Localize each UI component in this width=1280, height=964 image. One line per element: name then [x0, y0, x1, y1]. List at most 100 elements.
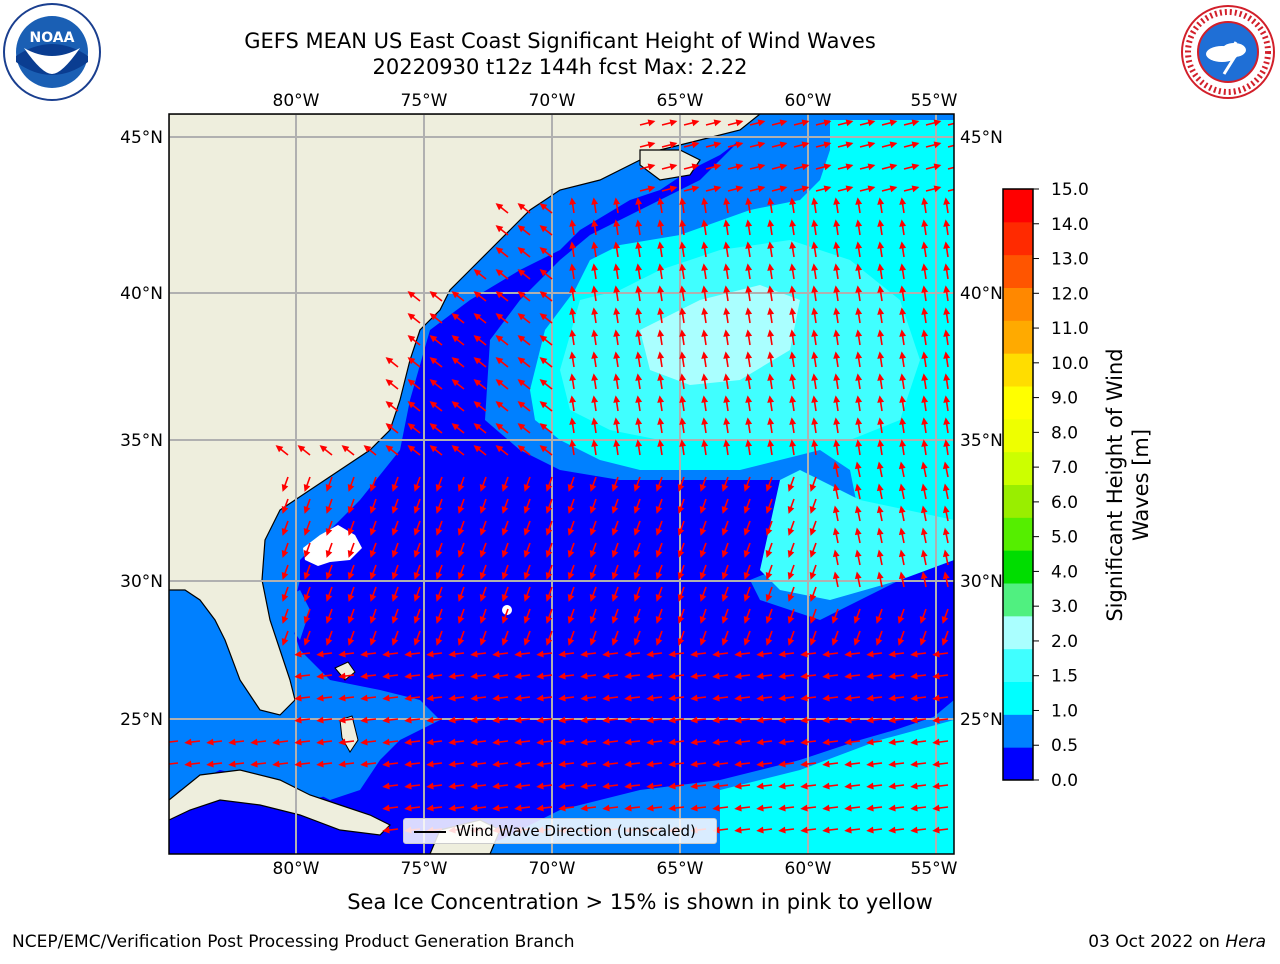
wave-arrow-head [492, 804, 500, 812]
wave-arrow-head [448, 782, 456, 790]
wave-arrow-head [567, 572, 575, 580]
wave-arrow-head [691, 119, 700, 127]
wave-arrow-head [589, 506, 597, 514]
wave-arrow-head [877, 263, 885, 271]
wave-arrow-head [767, 395, 775, 403]
wave-arrow-head [699, 594, 707, 602]
wave-arrow-head [853, 638, 861, 646]
wave-arrow-head [745, 307, 753, 315]
wave-arrow-head [473, 291, 482, 299]
wave-arrow-head [501, 616, 509, 624]
wave-arrow-head [429, 357, 438, 365]
wave-arrow-head [448, 694, 456, 702]
wave-arrow-head [624, 804, 632, 812]
wave-arrow-head [921, 307, 929, 315]
wave-arrow-head [734, 804, 742, 812]
wave-arrow-head [679, 439, 687, 447]
wave-arrow-head [206, 738, 214, 746]
wave-arrow-head [338, 738, 346, 746]
lon-label: 60°W [785, 91, 832, 111]
wave-arrow-head [169, 739, 170, 746]
wave-arrow-head [668, 782, 676, 790]
wave-arrow-head [294, 672, 302, 680]
wave-arrow-head [360, 738, 368, 746]
wave-arrow-head [591, 395, 599, 403]
wave-arrow-head [789, 197, 797, 205]
wave-arrow-head [567, 616, 575, 624]
wave-arrow-head [743, 572, 751, 580]
wave-arrow-head [721, 616, 729, 624]
wave-arrow-head [898, 461, 906, 470]
wave-arrow-head [920, 571, 928, 580]
wave-arrow-head [745, 439, 753, 447]
wave-arrow-head [889, 119, 898, 127]
lon-label: 75°W [401, 91, 448, 111]
wave-arrow-head [647, 163, 656, 171]
wave-arrow-head [721, 528, 729, 536]
wave-arrow-head [517, 291, 526, 299]
wave-arrow-head [789, 241, 797, 249]
wave-arrow-head [833, 373, 841, 381]
wave-arrow-head [407, 379, 416, 387]
wave-arrow-head [169, 761, 170, 768]
wave-arrow-head [743, 506, 751, 514]
wave-arrow-head [765, 550, 773, 558]
wave-arrow-head [316, 672, 324, 680]
wave-arrow-head [743, 594, 751, 602]
wave-arrow-head [712, 716, 720, 724]
wave-arrow-head [413, 528, 421, 536]
wave-arrow-head [501, 594, 509, 602]
lon-label: 65°W [657, 859, 704, 879]
wave-arrow-head [624, 694, 632, 702]
wave-arrow-head [580, 672, 588, 680]
wave-arrow-head [679, 417, 687, 425]
wave-arrow-head [800, 738, 808, 746]
wave-arrow-head [635, 329, 643, 337]
wave-arrow-head [613, 197, 621, 205]
wave-arrow-head [713, 141, 722, 149]
wave-arrow-head [823, 119, 832, 127]
wave-arrow-head [391, 550, 399, 558]
wave-arrow-head [470, 782, 478, 790]
wave-arrow-head [404, 716, 412, 724]
wave-arrow-head [404, 672, 412, 680]
wave-arrow-head [701, 241, 709, 249]
wave-arrow-head [657, 439, 665, 447]
wave-arrow-head [316, 738, 324, 746]
wave-arrow-head [899, 241, 907, 249]
colorbar-swatch [1003, 418, 1033, 453]
wave-arrow-head [800, 694, 808, 702]
wave-arrow-head [867, 141, 876, 149]
wave-arrow-head [385, 379, 394, 387]
wave-arrow-head [898, 549, 906, 558]
footer-date: 03 Oct 2022 on Hera [1088, 932, 1266, 952]
wave-arrow-head [272, 738, 280, 746]
wave-arrow-head [451, 423, 460, 431]
wave-arrow-head [250, 738, 258, 746]
wave-arrow-head [325, 484, 333, 492]
colorbar: 15.0 14.0 13.0 12.0 11.0 10.0 9.0 8.0 7.0 6.0 5.0 4… [1002, 180, 1089, 791]
wave-arrow-head [811, 219, 819, 227]
wave-arrow-head [655, 616, 663, 624]
wave-arrow-head [479, 484, 487, 492]
wave-arrow-head [646, 804, 654, 812]
wave-arrow-head [823, 163, 832, 171]
wave-arrow-head [899, 373, 907, 381]
wave-arrow-head [407, 445, 416, 453]
wave-arrow-head [404, 804, 412, 812]
map-frame [168, 113, 955, 855]
wave-arrow-head [943, 263, 951, 271]
legend-label: Wind Wave Direction (unscaled) [456, 822, 696, 840]
wave-arrow-head [407, 357, 416, 365]
wave-arrow-head [743, 638, 751, 646]
wave-arrow-head [567, 594, 575, 602]
wave-arrow-head [501, 638, 509, 646]
wave-arrow-head [635, 307, 643, 315]
colorbar-swatch [1003, 189, 1033, 223]
wave-arrow-head [844, 650, 852, 658]
wave-arrow-head [391, 528, 399, 536]
wave-arrow-head [655, 528, 663, 536]
wave-arrow-head [734, 760, 742, 768]
wave-arrow-head [888, 760, 896, 768]
